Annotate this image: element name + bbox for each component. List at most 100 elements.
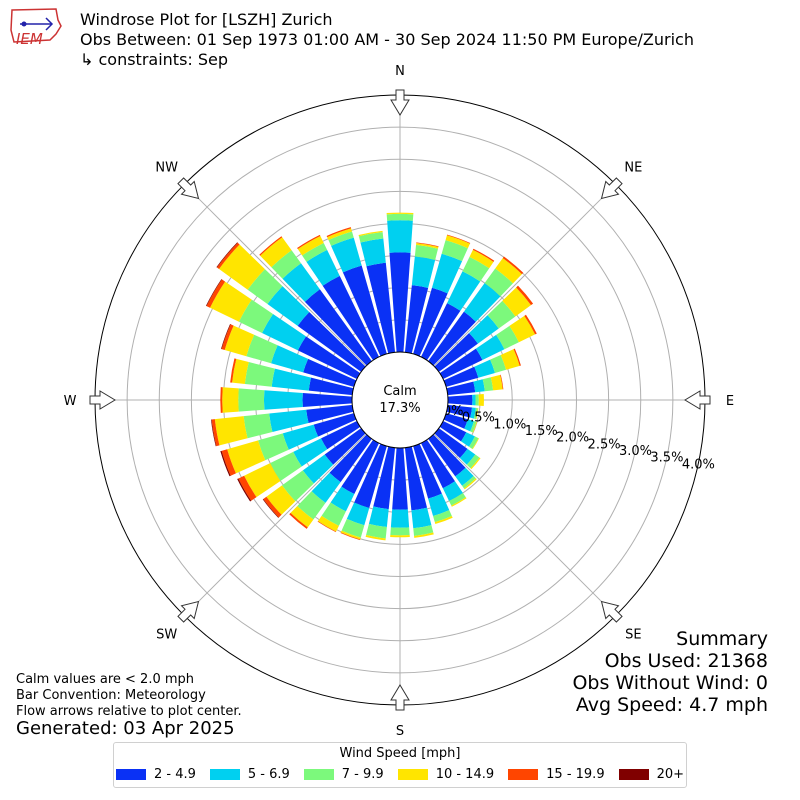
windrose-bar-segment	[443, 366, 479, 387]
windrose-bar-segment	[259, 236, 283, 256]
windrose-bar-segment	[220, 387, 223, 413]
windrose-bar-segment	[321, 502, 346, 526]
flow-arrow-icon	[684, 390, 711, 410]
windrose-bar-segment	[311, 472, 341, 503]
flow-arrow-icon	[390, 684, 410, 711]
windrose-bar-segment	[428, 434, 466, 477]
windrose-bar-segment	[238, 388, 265, 412]
windrose-bar-segment	[496, 325, 519, 350]
windrose-bar-segment	[303, 358, 357, 387]
compass-label: S	[396, 724, 404, 739]
flow-arrow-icon	[390, 89, 410, 116]
windrose-bar-segment	[447, 394, 473, 406]
windrose-bar-segment	[327, 228, 352, 241]
summary-avg-speed: Avg Speed: 4.7 mph	[575, 694, 768, 716]
windrose-bar-segment	[449, 492, 466, 506]
windrose-bar-segment	[324, 428, 366, 465]
windrose-bar-segment	[502, 256, 524, 275]
windrose-bar-segment	[386, 212, 414, 215]
calm-label: Calm	[383, 384, 416, 399]
windrose-bar-segment	[297, 336, 361, 380]
windrose-bar-segment	[297, 491, 326, 520]
note-convention: Bar Convention: Meteorology	[16, 688, 206, 703]
flow-arrow-icon	[89, 390, 116, 410]
windrose-bar-segment	[500, 349, 520, 370]
windrose-bar-segment	[373, 446, 396, 510]
windrose-bar-segment	[473, 407, 478, 420]
windrose-bar-segment	[320, 420, 361, 450]
windrose-bar-segment	[439, 420, 467, 442]
windrose-bar-segment	[404, 446, 428, 511]
windrose-bar-segment	[475, 408, 479, 420]
legend-swatch	[618, 769, 649, 780]
windrose-bar-segment	[306, 404, 354, 423]
windrose-bar-segment	[293, 438, 328, 467]
legend-entry: 7 - 9.9	[303, 767, 384, 782]
windrose-bar-segment	[390, 527, 410, 536]
windrose-bar-segment	[495, 258, 522, 284]
windrose-bar-segment	[263, 496, 282, 518]
windrose-bar-segment	[247, 269, 283, 305]
windrose-bar-segment	[341, 518, 365, 538]
legend-entry: 20+	[618, 767, 684, 782]
windrose-bar-segment	[428, 311, 476, 366]
axis-labels: 0.0%0.5%1.0%1.5%2.0%2.5%3.0%3.5%4.0%NNEE…	[64, 64, 735, 739]
windrose-bar-segment	[482, 377, 494, 392]
radial-tick-label: 3.5%	[650, 451, 683, 466]
legend-items: 2 - 4.9 5 - 6.9 7 - 9.9 10 - 14.9 15 - 19.9 2…	[114, 767, 686, 782]
windrose-bar-segment	[472, 438, 480, 450]
windrose-bar-segment	[331, 237, 362, 273]
legend-swatch	[115, 769, 146, 780]
windrose-bar-segment	[404, 285, 429, 354]
windrose-bar-segment	[244, 362, 275, 387]
windrose-bar-segment	[282, 424, 319, 450]
windrose-bar-segment	[216, 242, 240, 270]
legend-label: 2 - 4.9	[153, 767, 196, 782]
windrose-bar-segment	[464, 419, 474, 432]
windrose-bar-segment	[472, 248, 495, 262]
windrose-bar-segment	[413, 525, 434, 536]
flow-arrow-icon	[600, 177, 623, 200]
note-calm: Calm values are < 2.0 mph	[16, 672, 195, 687]
windrose-bar-segment	[389, 252, 411, 353]
legend-swatch	[303, 769, 334, 780]
legend-swatch	[508, 769, 539, 780]
legend-label: 10 - 14.9	[435, 767, 495, 782]
windrose-bar-segment	[329, 434, 372, 483]
calm-value: 17.3%	[379, 401, 420, 416]
windrose-bar-segment	[237, 478, 252, 502]
windrose-bar-segment	[302, 454, 334, 484]
windrose-bar-segment	[463, 283, 501, 322]
windrose-bar-segment	[262, 314, 306, 351]
note-arrows: Flow arrows relative to plot center.	[16, 704, 242, 719]
windrose-bar-segment	[302, 242, 328, 262]
windrose-bar-segment	[244, 463, 281, 498]
flow-arrow-icon	[177, 177, 200, 200]
compass-label: W	[64, 394, 77, 409]
windrose-bar-segment	[211, 419, 220, 447]
windrose-bar-segment	[484, 268, 513, 297]
legend-swatch	[397, 769, 428, 780]
windrose-bar-segment	[222, 387, 239, 413]
windrose-bar-segment	[346, 502, 370, 526]
legend-entry: 15 - 19.9	[508, 767, 605, 782]
windrose-bar-segment	[434, 333, 478, 372]
windrose-bar-segment	[230, 358, 237, 383]
windrose-bar-segment	[270, 451, 302, 481]
windrose-bar-segment	[220, 323, 231, 350]
generated-date: Generated: 03 Apr 2025	[16, 718, 235, 739]
logo-text: IEM	[16, 30, 43, 48]
windrose-bar-segment	[413, 443, 442, 499]
windrose-bar-segment	[447, 271, 481, 311]
windrose-bar-segment	[434, 515, 453, 525]
windrose-bar-segment	[445, 235, 470, 249]
windrose-bar-segment	[366, 262, 396, 354]
windrose-bar-segment	[472, 394, 476, 406]
radial-tick-label: 4.0%	[682, 457, 715, 472]
radial-tick-label: 0.5%	[462, 411, 495, 426]
grid-spoke	[183, 433, 367, 617]
windrose-bar-segment	[221, 449, 236, 476]
windrose-bar-segment	[487, 300, 516, 329]
windrose-bar-segment	[439, 348, 483, 380]
windrose-bar-segment	[392, 447, 408, 510]
